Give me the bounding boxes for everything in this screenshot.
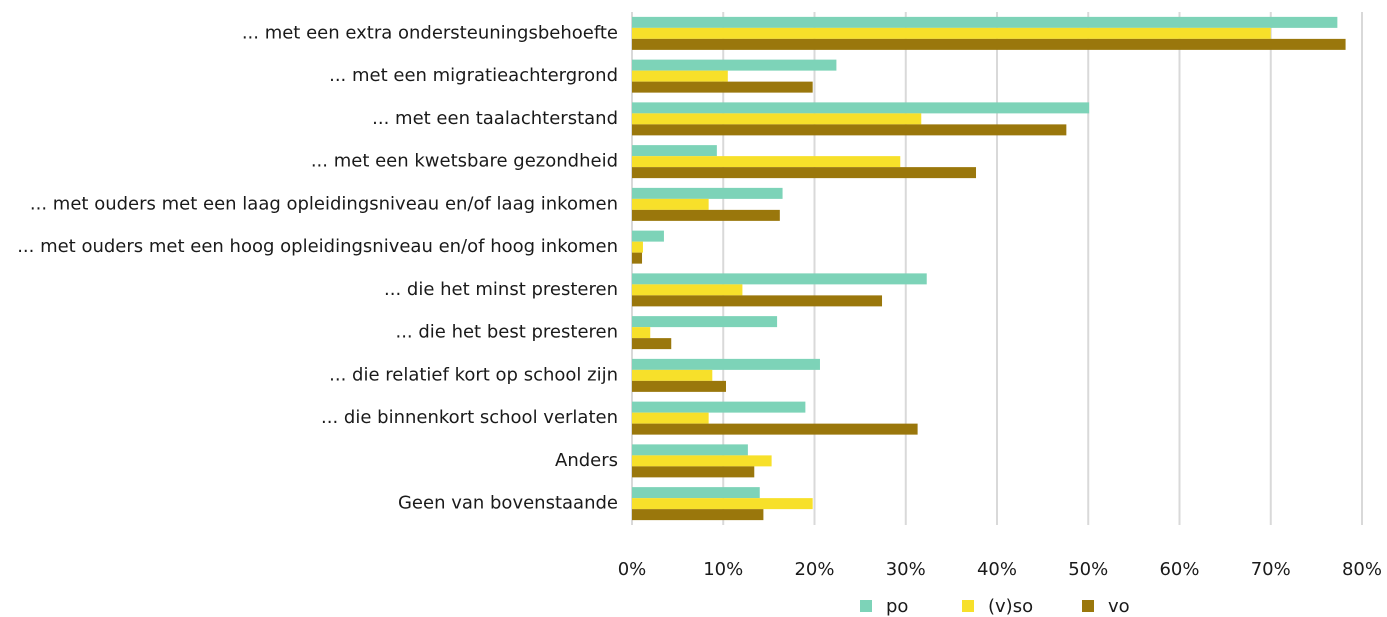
bar	[632, 145, 717, 157]
bar	[632, 509, 764, 521]
bar	[632, 498, 813, 510]
x-tick-label: 40%	[977, 559, 1017, 580]
bar	[632, 167, 977, 179]
y-tick-label: ... met een extra ondersteuningsbehoefte	[242, 22, 618, 43]
bar	[632, 401, 806, 413]
bar	[632, 27, 1271, 39]
x-tick-label: 10%	[703, 559, 743, 580]
x-tick-label: 0%	[618, 559, 647, 580]
bar	[632, 273, 927, 285]
bar	[632, 113, 922, 125]
y-tick-label: ... met een migratieachtergrond	[329, 65, 618, 86]
y-tick-label: Anders	[555, 450, 618, 471]
bar	[632, 423, 918, 435]
legend-label: vo	[1108, 596, 1130, 617]
x-tick-label: 50%	[1068, 559, 1108, 580]
bar	[632, 466, 755, 478]
bar	[632, 487, 760, 499]
bar	[632, 16, 1338, 28]
bar	[632, 369, 713, 381]
bar	[632, 455, 772, 467]
bar	[632, 338, 672, 350]
bar	[632, 380, 726, 392]
x-tick-label: 20%	[794, 559, 834, 580]
y-tick-label: ... met ouders met een laag opleidingsni…	[30, 193, 618, 214]
bar	[632, 284, 743, 296]
legend-swatch	[962, 600, 974, 612]
bar	[632, 156, 901, 168]
bar	[632, 230, 664, 242]
bar	[632, 412, 709, 424]
x-tick-label: 70%	[1251, 559, 1291, 580]
bar	[632, 252, 643, 264]
legend-swatch	[1082, 600, 1094, 612]
bar	[632, 444, 748, 456]
y-tick-label: ... die relatief kort op school zijn	[329, 364, 618, 385]
bar	[632, 187, 783, 199]
y-tick-label: ... met een taalachterstand	[372, 108, 618, 129]
x-tick-label: 80%	[1342, 559, 1382, 580]
x-tick-label: 60%	[1159, 559, 1199, 580]
bar	[632, 295, 883, 307]
y-tick-label: ... met een kwetsbare gezondheid	[311, 151, 618, 172]
y-tick-label: ... die het best presteren	[395, 322, 618, 343]
legend-label: po	[886, 596, 908, 617]
bar	[632, 209, 780, 221]
legend-label: (v)so	[988, 596, 1033, 617]
bar	[632, 198, 709, 210]
y-tick-label: Geen van bovenstaande	[398, 493, 618, 514]
bar	[632, 124, 1067, 136]
bar	[632, 358, 820, 370]
x-tick-label: 30%	[886, 559, 926, 580]
bar	[632, 38, 1346, 50]
bar	[632, 70, 728, 82]
y-tick-label: ... die binnenkort school verlaten	[321, 407, 618, 428]
bar	[632, 316, 778, 328]
y-tick-label: ... die het minst presteren	[384, 279, 618, 300]
bar	[632, 241, 643, 253]
bar	[632, 102, 1090, 114]
y-tick-label: ... met ouders met een hoog opleidingsni…	[17, 236, 618, 257]
bar	[632, 327, 651, 339]
bar	[632, 59, 837, 71]
legend-swatch	[860, 600, 872, 612]
bar	[632, 81, 813, 93]
